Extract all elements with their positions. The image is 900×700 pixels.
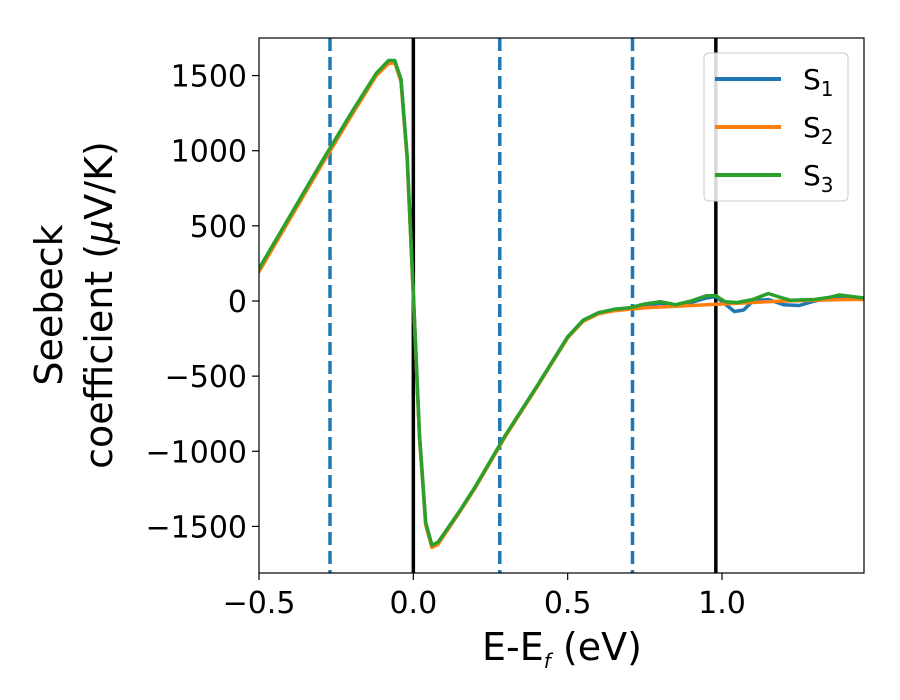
legend-label-s2: S2 [803, 111, 834, 149]
x-axis-title: E-Ef (eV) [482, 625, 642, 673]
y-tick-label: −500 [165, 360, 247, 395]
y-tick-label: 500 [190, 210, 247, 245]
y-tick-label: −1000 [146, 435, 247, 470]
legend: S1 S2 S3 [703, 52, 849, 202]
y-tick-label: 1500 [171, 60, 247, 95]
legend-label-s3: S3 [803, 159, 834, 197]
x-tick-label: 0.5 [544, 586, 592, 621]
y-axis-title-line2: coefficient (μV/K) [77, 141, 121, 469]
series-line-s3 [259, 58, 864, 547]
y-tick-label: 1000 [171, 135, 247, 170]
y-tick-label: 0 [228, 285, 247, 320]
y-tick-label: −1500 [146, 510, 247, 545]
y-axis-title-line1: Seebeck [27, 224, 71, 385]
legend-label-s1: S1 [803, 63, 834, 101]
x-tick-label: −0.5 [223, 586, 296, 621]
plot-frame [258, 37, 865, 574]
x-tick-label: 0.0 [389, 586, 437, 621]
x-tick-label: 1.0 [698, 586, 746, 621]
